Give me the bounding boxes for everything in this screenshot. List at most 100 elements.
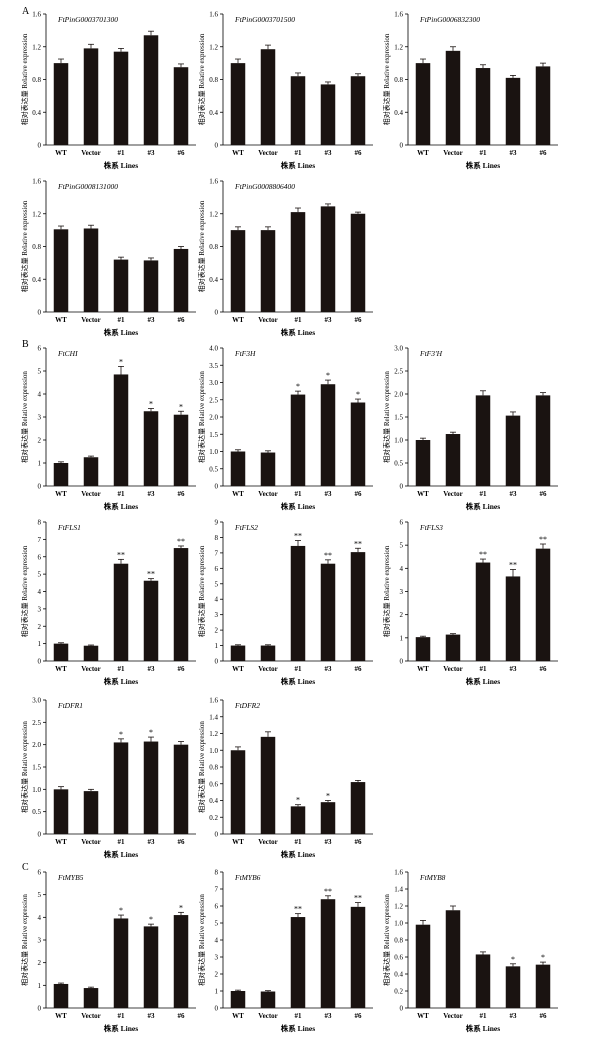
y-tick-label: 1.6 (209, 178, 218, 186)
y-tick-label: 0.4 (32, 109, 41, 117)
bar (350, 552, 366, 661)
panel-label-b: B (22, 339, 29, 350)
significance-mark: * (296, 382, 300, 391)
y-tick-label: 0 (215, 142, 219, 150)
bar (445, 634, 461, 661)
significance-mark: * (296, 796, 300, 805)
bar (53, 789, 69, 834)
x-tick-label: WT (417, 1012, 429, 1020)
y-tick-label: 1 (400, 634, 404, 642)
y-axis-label: 相对表达量 Relative expression (382, 371, 391, 463)
bar (350, 782, 366, 834)
y-tick-label: 3 (400, 588, 404, 596)
y-tick-label: 2 (38, 959, 42, 967)
bar (83, 457, 99, 486)
bar (290, 917, 306, 1008)
chart-title: FtPinG0003701500 (234, 15, 295, 24)
bar (230, 750, 246, 834)
bar (290, 212, 306, 312)
chart-2: 0 0.4 0.8 1.2 1.6 FtPinG0003701500 相对表达量 Relat… (197, 11, 373, 170)
x-tick-label: #3 (148, 1012, 156, 1020)
bar (173, 248, 189, 312)
y-tick-label: 7 (215, 549, 219, 557)
chart-title: FtMYB5 (57, 873, 84, 882)
y-tick-label: 0.8 (209, 243, 218, 251)
bar (320, 563, 336, 661)
x-tick-label: #6 (540, 1012, 548, 1020)
y-axis-label: 相对表达量 Relative expression (20, 721, 29, 813)
y-tick-label: 1.2 (394, 903, 403, 911)
y-tick-label: 0 (38, 1005, 42, 1013)
x-tick-label: #6 (540, 490, 548, 498)
chart-12: 0 0.5 1.0 1.5 2.0 2.5 3.0 FtDFR1 相对表达量 Relative … (20, 697, 196, 859)
x-tick-label: #6 (178, 490, 186, 498)
y-axis-label: 相对表达量 Relative expression (382, 545, 391, 637)
y-tick-label: 8 (215, 869, 219, 877)
chart-title: FtPinG0006832300 (419, 15, 480, 24)
y-axis-label: 相对表达量 Relative expression (20, 200, 29, 292)
bar (173, 67, 189, 145)
bar (143, 926, 159, 1008)
x-tick-label: Vector (443, 149, 463, 157)
bar (290, 394, 306, 486)
significance-mark: * (511, 955, 515, 964)
bar (53, 63, 69, 145)
x-axis-label: 株系 Lines (281, 160, 315, 170)
bar (260, 49, 276, 145)
y-tick-label: 0 (215, 658, 219, 666)
y-tick-label: 0.8 (32, 76, 41, 84)
y-tick-label: 0 (38, 658, 42, 666)
x-tick-label: #6 (355, 316, 363, 324)
y-tick-label: 6 (38, 345, 42, 353)
chart-5: 0 0.4 0.8 1.2 1.6 FtPinG0008806400 相对表达量 Relat… (197, 178, 373, 337)
y-tick-label: 2.5 (394, 368, 403, 376)
significance-mark: * (356, 390, 360, 399)
x-tick-label: WT (55, 665, 67, 673)
chart-3: 0 0.4 0.8 1.2 1.6 FtPinG0006832300 相对表达量 Relat… (382, 11, 558, 170)
y-axis-label: 相对表达量 Relative expression (20, 545, 29, 637)
y-tick-label: 5 (400, 542, 404, 550)
y-tick-label: 1 (38, 460, 42, 468)
x-tick-label: #1 (295, 838, 303, 846)
chart-title: FtF3'H (419, 349, 443, 358)
y-tick-label: 1.6 (32, 178, 41, 186)
chart-11: 0 1 2 3 4 5 6 FtFLS3 相对表达量 Relative expression WT… (382, 519, 558, 686)
y-tick-label: 3.0 (394, 345, 403, 353)
y-tick-label: 0 (215, 1005, 219, 1013)
chart-1: 0 0.4 0.8 1.2 1.6 FtPinG0003701300 相对表达量 Relat… (20, 11, 196, 170)
bar (415, 637, 431, 661)
x-tick-label: #3 (510, 665, 518, 673)
significance-mark: * (179, 402, 183, 411)
x-tick-label: WT (232, 316, 244, 324)
chart-8: 0 0.5 1.0 1.5 2.0 2.5 3.0 FtF3'H 相对表达量 Relative … (382, 345, 558, 511)
y-tick-label: 0.8 (209, 764, 218, 772)
bar (445, 910, 461, 1008)
chart-title: FtDFR1 (57, 701, 83, 710)
bar (113, 563, 129, 661)
bar (415, 63, 431, 145)
x-axis-label: 株系 Lines (466, 1023, 500, 1033)
bar (53, 229, 69, 312)
x-tick-label: #3 (148, 316, 156, 324)
x-tick-label: #3 (325, 665, 333, 673)
bar (173, 744, 189, 834)
x-tick-label: #6 (355, 1012, 363, 1020)
y-axis-label: 相对表达量 Relative expression (20, 33, 29, 125)
bar (230, 451, 246, 486)
x-tick-label: Vector (258, 490, 278, 498)
significance-mark: ** (539, 535, 547, 544)
x-tick-label: #3 (325, 149, 333, 157)
bar (505, 576, 521, 661)
x-tick-label: WT (232, 490, 244, 498)
y-tick-label: 5 (38, 571, 42, 579)
y-tick-label: 5 (215, 920, 219, 928)
x-tick-label: #3 (325, 838, 333, 846)
x-axis-label: 株系 Lines (104, 1023, 138, 1033)
chart-title: FtF3H (234, 349, 256, 358)
y-tick-label: 1.2 (394, 43, 403, 51)
x-axis-label: 株系 Lines (104, 501, 138, 511)
bar (475, 395, 491, 486)
y-tick-label: 0.8 (209, 76, 218, 84)
x-tick-label: Vector (81, 665, 101, 673)
x-tick-label: #6 (178, 149, 186, 157)
